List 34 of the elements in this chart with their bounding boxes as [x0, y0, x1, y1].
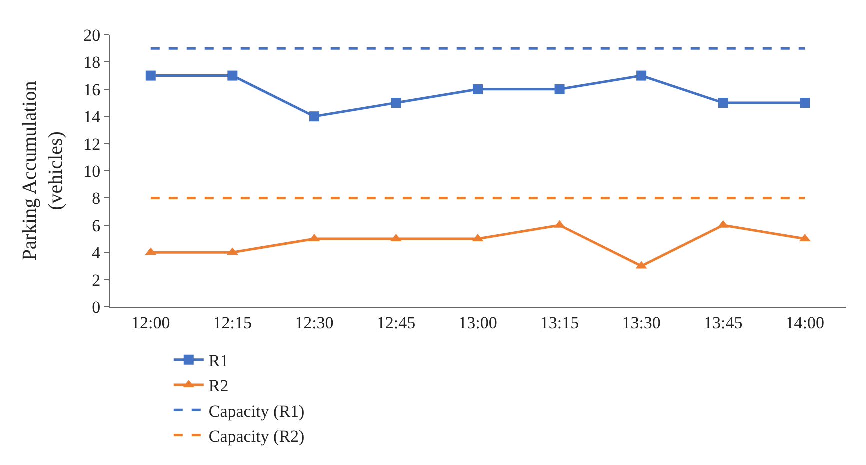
y-tick-label: 8	[92, 189, 101, 208]
x-tick-label: 12:45	[376, 313, 416, 332]
point	[473, 84, 483, 94]
y-tick-label: 10	[84, 162, 101, 181]
y-tick-label: 2	[92, 270, 101, 290]
legend-label: Capacity (R1)	[208, 402, 305, 421]
point	[146, 70, 156, 81]
point	[636, 70, 647, 81]
legend-label: R2	[208, 376, 229, 396]
y-axis-title: Parking Accumulation (vehicles)	[19, 81, 68, 261]
x-tick-label: 14:00	[786, 313, 824, 332]
point	[309, 112, 320, 122]
point	[718, 98, 728, 108]
x-tick-label: 12:00	[132, 313, 170, 332]
y-tick-label: 20	[84, 26, 101, 45]
legend-label: R1	[208, 352, 229, 371]
y-tick-label: 16	[84, 80, 101, 100]
x-tick-label: 13:15	[540, 313, 580, 332]
y-tick-label: 4	[92, 244, 102, 263]
legend-label: Capacity (R2)	[208, 426, 305, 446]
y-tick-label: 0	[92, 298, 101, 317]
point	[800, 98, 810, 108]
y-tick-label: 14	[84, 108, 102, 127]
x-tick-label: 13:45	[704, 313, 743, 332]
point	[391, 98, 402, 108]
x-tick-label: 13:00	[458, 313, 498, 332]
point	[228, 70, 238, 81]
y-tick-label: 12	[84, 134, 101, 154]
x-tick-label: 13:30	[622, 313, 661, 332]
point	[554, 84, 565, 94]
y-tick-label: 18	[84, 53, 101, 72]
x-tick-label: 12:15	[213, 313, 252, 332]
x-tick-label: 12:30	[295, 313, 334, 332]
y-tick-label: 6	[92, 216, 101, 236]
